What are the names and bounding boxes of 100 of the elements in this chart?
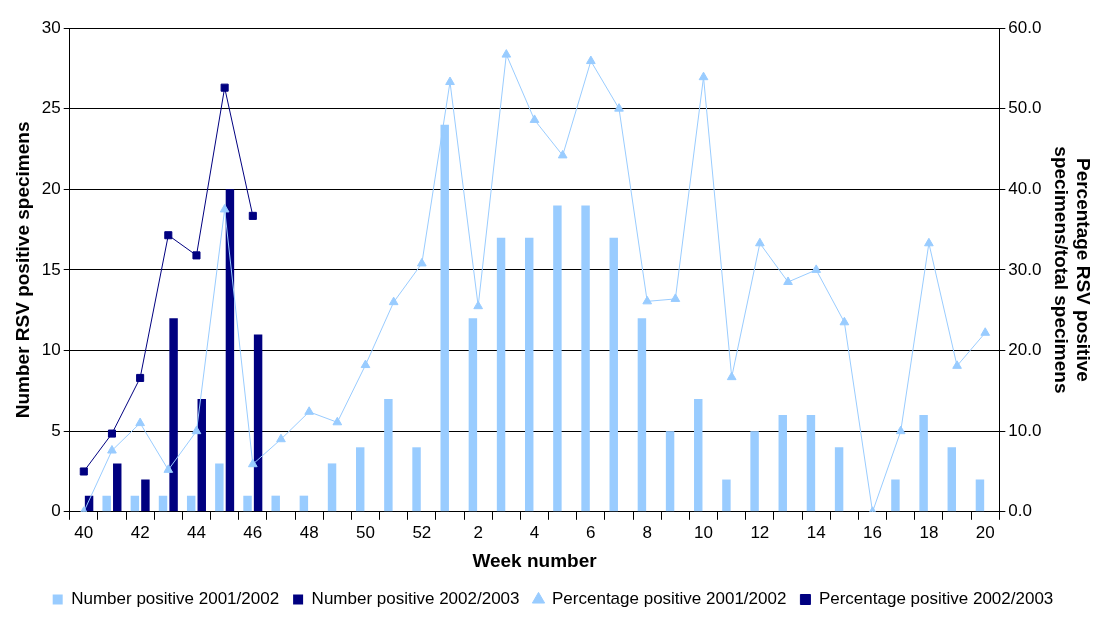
- legend-label: Percentage positive 2002/2003: [818, 589, 1054, 609]
- bar: [412, 447, 421, 512]
- y2-axis-title: Percentage RSV positive specimens/total specimens: [1050, 146, 1095, 394]
- bar: [609, 237, 618, 512]
- bar: [271, 495, 280, 512]
- x-axis-title: Week number: [472, 549, 598, 571]
- bar: [919, 415, 928, 512]
- point: [811, 264, 822, 273]
- point: [755, 237, 765, 247]
- point: [698, 71, 709, 81]
- bar: [327, 463, 337, 512]
- x-tick-label: 18: [919, 522, 939, 542]
- bar: [891, 479, 900, 512]
- x-tick-label: 50: [356, 522, 375, 542]
- point: [136, 373, 145, 382]
- bar: [113, 463, 122, 512]
- x-tick-label: 16: [863, 522, 883, 542]
- bar: [750, 431, 759, 512]
- bar: [722, 479, 731, 512]
- bar: [553, 205, 562, 512]
- point: [304, 406, 314, 415]
- point: [219, 203, 230, 213]
- bar: [169, 318, 178, 512]
- y-tick-label: 0: [51, 501, 61, 521]
- legend-label: Number positive 2002/2003: [311, 589, 520, 609]
- point: [79, 467, 88, 476]
- point: [360, 359, 371, 369]
- point: [107, 445, 117, 454]
- y2-tick-label: 40.0: [1008, 178, 1042, 198]
- point: [248, 211, 257, 220]
- y2-tick-label: 0.0: [1008, 501, 1032, 521]
- point: [783, 276, 793, 285]
- y-tick-label: 15: [41, 259, 61, 279]
- point: [191, 425, 202, 435]
- bar: [102, 495, 111, 512]
- x-tick-label: 46: [243, 522, 263, 542]
- y-tick-label: 5: [51, 420, 61, 440]
- bar: [778, 415, 787, 512]
- point: [501, 49, 512, 58]
- x-tick-label: 8: [642, 522, 652, 542]
- y2-tick-label: 30.0: [1008, 259, 1042, 279]
- y2-tick-label: 60.0: [1008, 17, 1042, 37]
- x-tick-label: 48: [299, 522, 319, 542]
- bar: [694, 398, 703, 512]
- bar: [253, 334, 263, 512]
- x-tick-label: 40: [74, 522, 94, 542]
- point: [417, 257, 427, 267]
- point: [164, 231, 173, 240]
- point: [473, 300, 483, 310]
- y2-tick-label: 50.0: [1008, 98, 1042, 118]
- x-tick-label: 4: [529, 522, 540, 542]
- point: [980, 327, 991, 336]
- point: [276, 433, 286, 443]
- bar: [947, 447, 956, 512]
- bar: [806, 415, 816, 512]
- x-tick-label: 6: [586, 522, 596, 542]
- y-tick-label: 25: [41, 98, 61, 118]
- legend-label: Percentage positive 2001/2002: [552, 589, 787, 609]
- point: [388, 296, 399, 306]
- point: [839, 316, 850, 326]
- bar: [975, 479, 985, 512]
- point: [670, 293, 681, 302]
- point: [642, 295, 653, 305]
- point: [529, 114, 540, 123]
- x-tick-label: 52: [412, 522, 432, 542]
- point: [924, 237, 934, 247]
- y-axis-title: Number RSV positive specimens: [11, 121, 33, 419]
- bar: [225, 189, 235, 512]
- bar: [496, 237, 506, 512]
- y-tick-label: 10: [41, 340, 61, 360]
- x-tick-label: 2: [473, 522, 483, 542]
- x-tick-label: 44: [187, 522, 206, 542]
- point: [952, 360, 962, 369]
- point: [586, 55, 596, 65]
- bar: [130, 495, 140, 512]
- y-tick-label: 30: [41, 17, 61, 37]
- bar: [215, 463, 224, 512]
- x-tick-label: 20: [975, 522, 995, 542]
- legend-label: Number positive 2001/2002: [71, 589, 280, 609]
- bar: [158, 495, 168, 512]
- x-tick-label: 14: [806, 522, 826, 542]
- y2-tick-label: 20.0: [1008, 340, 1042, 360]
- y-tick-label: 20: [41, 178, 61, 198]
- bar: [141, 479, 150, 512]
- bar: [834, 447, 844, 512]
- bar: [468, 318, 478, 512]
- bar: [525, 237, 534, 512]
- point: [614, 103, 624, 112]
- y2-tick-label: 10.0: [1008, 420, 1042, 440]
- x-tick-label: 12: [750, 522, 770, 542]
- bar: [665, 431, 675, 512]
- point: [220, 83, 229, 92]
- bar: [355, 447, 365, 512]
- point: [192, 251, 201, 260]
- bar: [384, 398, 393, 512]
- point: [557, 149, 568, 159]
- point: [445, 76, 455, 86]
- point: [895, 425, 906, 435]
- bar: [197, 398, 206, 512]
- bar: [186, 495, 196, 512]
